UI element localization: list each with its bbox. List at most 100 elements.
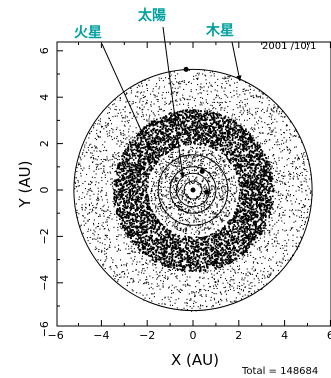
asteroid-dot xyxy=(257,177,260,180)
asteroid-dot xyxy=(148,208,150,210)
asteroid-dot xyxy=(228,242,231,244)
asteroid-dot xyxy=(269,213,271,215)
asteroid-dot xyxy=(229,154,232,156)
asteroid-dot xyxy=(117,164,119,167)
asteroid-dot xyxy=(121,155,123,157)
asteroid-dot xyxy=(246,237,249,240)
asteroid-dot xyxy=(158,234,161,236)
asteroid-dot xyxy=(243,225,245,227)
asteroid-dot xyxy=(252,156,254,158)
asteroid-dot xyxy=(246,133,249,135)
asteroid-dot xyxy=(264,215,267,217)
asteroid-dot xyxy=(218,139,220,141)
asteroid-dot xyxy=(240,130,242,132)
asteroid-dot xyxy=(249,133,251,135)
asteroid-dot xyxy=(114,202,116,205)
asteroid-dot xyxy=(242,171,244,174)
asteroid-dot xyxy=(233,165,235,167)
asteroid-dot xyxy=(243,216,245,218)
asteroid-dot xyxy=(121,217,123,219)
asteroid-dot xyxy=(149,159,151,161)
asteroid-dot xyxy=(244,203,246,205)
asteroid-dot xyxy=(204,241,207,243)
asteroid-dot xyxy=(238,228,241,230)
asteroid-dot xyxy=(171,125,174,127)
asteroid-dot xyxy=(145,187,148,190)
asteroid-dot xyxy=(193,142,195,144)
asteroid-dot xyxy=(258,189,260,192)
asteroid-dot xyxy=(247,214,249,217)
asteroid-dot xyxy=(235,123,237,125)
asteroid-dot xyxy=(125,151,128,153)
asteroid-dot xyxy=(241,226,244,229)
asteroid-dot xyxy=(122,179,125,182)
asteroid-dot xyxy=(240,218,243,221)
asteroid-dot xyxy=(132,186,135,189)
asteroid-dot xyxy=(149,138,151,140)
asteroid-dot xyxy=(224,135,226,138)
asteroid-dot xyxy=(138,215,140,218)
asteroid-dot xyxy=(131,176,134,178)
asteroid-dot xyxy=(192,270,194,272)
asteroid-dot xyxy=(246,244,248,247)
asteroid-dot xyxy=(238,155,240,158)
asteroid-dot xyxy=(190,247,193,249)
asteroid-dot xyxy=(190,241,192,243)
asteroid-dot xyxy=(144,221,146,223)
asteroid-dot xyxy=(252,218,254,221)
asteroid-dot xyxy=(150,123,153,125)
asteroid-dot xyxy=(219,232,221,234)
asteroid-dot xyxy=(164,231,166,233)
asteroid-dot xyxy=(248,224,251,227)
asteroid-dot xyxy=(154,232,156,234)
asteroid-dot xyxy=(135,225,138,227)
asteroid-dot xyxy=(142,140,144,143)
asteroid-dot xyxy=(140,138,142,140)
asteroid-dot xyxy=(163,228,165,230)
asteroid-dot xyxy=(206,246,208,249)
asteroid-dot xyxy=(250,189,252,191)
asteroid-dot xyxy=(222,137,224,140)
asteroid-dot xyxy=(125,207,128,210)
asteroid-dot xyxy=(237,209,239,211)
asteroid-dot xyxy=(199,137,202,139)
asteroid-dot xyxy=(226,125,229,127)
asteroid-dot xyxy=(114,193,117,196)
asteroid-dot xyxy=(260,168,262,170)
asteroid-dot xyxy=(137,155,140,157)
asteroid-dot xyxy=(256,216,258,218)
asteroid-dot xyxy=(139,181,141,183)
asteroid-dot xyxy=(137,161,140,164)
asteroid-dot xyxy=(201,118,203,120)
asteroid-dot xyxy=(159,126,161,128)
asteroid-dot xyxy=(243,228,246,230)
asteroid-dot xyxy=(260,166,263,168)
asteroid-dot xyxy=(243,165,246,168)
asteroid-dot xyxy=(216,233,218,235)
asteroid-dot xyxy=(242,198,244,201)
asteroid-dot xyxy=(220,249,222,251)
asteroid-dot xyxy=(222,149,225,152)
asteroid-dot xyxy=(133,220,136,223)
asteroid-dot xyxy=(185,119,188,122)
asteroid-dot xyxy=(239,174,242,176)
asteroid-dot xyxy=(149,123,151,126)
asteroid-dot xyxy=(257,199,260,201)
asteroid-dot xyxy=(265,173,267,175)
asteroid-dot xyxy=(133,162,136,164)
asteroid-dot xyxy=(178,254,180,257)
asteroid-dot xyxy=(143,146,146,149)
asteroid-dot xyxy=(207,252,210,254)
asteroid-dot xyxy=(127,236,129,238)
asteroid-dot xyxy=(113,195,116,198)
asteroid-dot xyxy=(124,181,127,183)
asteroid-dot xyxy=(230,146,233,148)
asteroid-dot xyxy=(196,245,199,247)
asteroid-dot xyxy=(132,204,134,206)
asteroid-dot xyxy=(158,228,161,230)
asteroid-dot xyxy=(142,246,145,249)
asteroid-dot xyxy=(229,125,232,127)
asteroid-dot xyxy=(144,235,147,238)
asteroid-dot xyxy=(248,238,250,240)
asteroid-dot xyxy=(234,257,236,260)
